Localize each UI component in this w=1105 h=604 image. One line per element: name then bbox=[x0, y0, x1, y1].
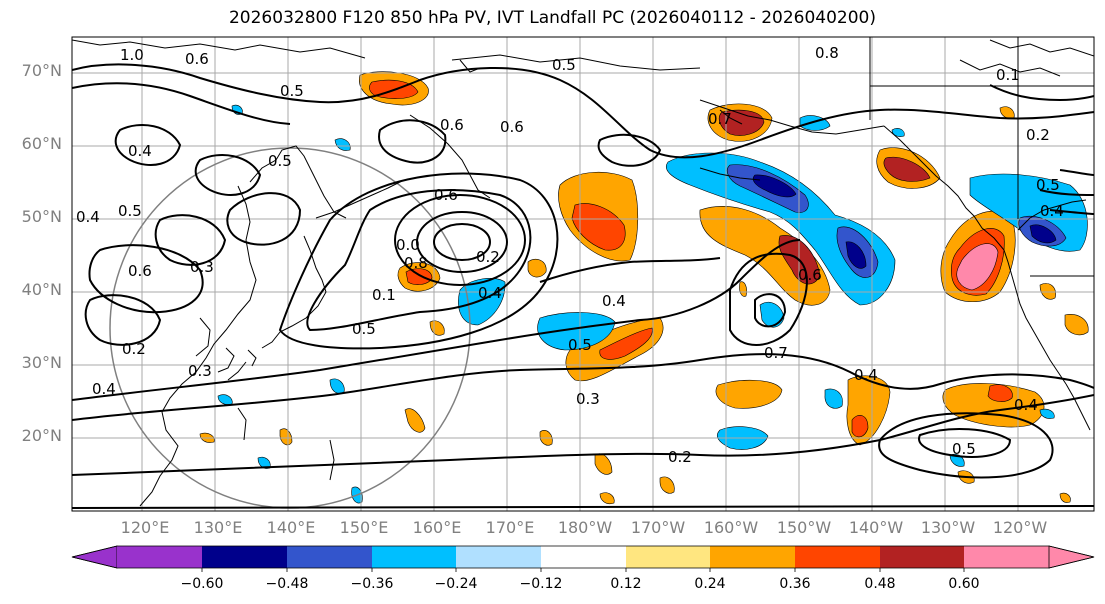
colorbar-tick-label: −0.36 bbox=[350, 576, 394, 592]
contour-label: 0.3 bbox=[576, 390, 600, 408]
contour-label: 0.8 bbox=[404, 254, 428, 272]
contour-label: 0.4 bbox=[1040, 202, 1064, 220]
lon-label: 150°E bbox=[339, 518, 389, 537]
contour-label: 0.5 bbox=[280, 82, 304, 100]
colorbar bbox=[71, 545, 1095, 572]
lon-label: 120°W bbox=[992, 518, 1048, 537]
lat-label: 70°N bbox=[21, 61, 62, 80]
contour-label: 0.2 bbox=[1026, 126, 1050, 144]
colorbar-tick-label: −0.48 bbox=[265, 576, 309, 592]
lat-label: 60°N bbox=[21, 134, 62, 153]
colorbar-tick-label: −0.60 bbox=[180, 576, 224, 592]
lon-label: 140°E bbox=[266, 518, 316, 537]
contour-label: 0.4 bbox=[602, 292, 626, 310]
contour-label: 0.7 bbox=[764, 344, 788, 362]
coastlines bbox=[72, 37, 1094, 507]
colorbar-over-arrow bbox=[1048, 545, 1095, 569]
contour-label: 0.3 bbox=[188, 362, 212, 380]
lat-label: 50°N bbox=[21, 207, 62, 226]
contour-label: 0.6 bbox=[128, 262, 152, 280]
colorbar-tick-label: −0.12 bbox=[519, 576, 563, 592]
lat-label: 40°N bbox=[21, 280, 62, 299]
contour-label: 0.0 bbox=[396, 236, 420, 254]
contour-label: 0.8 bbox=[815, 44, 839, 62]
lon-label: 160°W bbox=[703, 518, 759, 537]
colorbar-segment bbox=[880, 546, 964, 568]
contour-label: 0.4 bbox=[76, 208, 100, 226]
contour-label: 0.4 bbox=[1014, 396, 1038, 414]
map-frame bbox=[71, 36, 1095, 512]
contour-label: 0.5 bbox=[952, 440, 976, 458]
contour-label: 0.1 bbox=[996, 66, 1020, 84]
colorbar-segment bbox=[795, 546, 880, 568]
contour-label: 0.2 bbox=[476, 248, 500, 266]
map-title: 2026032800 F120 850 hPa PV, IVT Landfall… bbox=[228, 8, 876, 28]
colorbar-tick-label: 0.12 bbox=[610, 576, 642, 592]
contour-label: 0.6 bbox=[440, 116, 464, 134]
contour-label: 0.6 bbox=[434, 186, 458, 204]
contour-label: 0.5 bbox=[552, 56, 576, 74]
lon-label: 130°E bbox=[193, 518, 243, 537]
lon-label: 150°W bbox=[776, 518, 832, 537]
lon-label: 170°E bbox=[485, 518, 535, 537]
colorbar-segment bbox=[964, 546, 1049, 568]
contour-labels: 1.0 0.8 0.5 0.5 0.6 0.5 0.4 0.5 0.4 0.6 … bbox=[76, 44, 1064, 466]
lon-label: 180°W bbox=[557, 518, 613, 537]
colorbar-segment bbox=[541, 546, 626, 568]
lon-label: 130°W bbox=[920, 518, 976, 537]
lat-label: 30°N bbox=[21, 353, 62, 372]
pv-contours bbox=[72, 63, 1094, 509]
contour-label: 0.5 bbox=[352, 320, 376, 338]
map-background bbox=[72, 37, 1094, 511]
colorbar-segment bbox=[710, 546, 795, 568]
colorbar-outline bbox=[71, 545, 1095, 569]
contour-label: 0.4 bbox=[128, 142, 152, 160]
contour-label: 0.5 bbox=[268, 152, 292, 170]
contour-label: 0.1 bbox=[372, 286, 396, 304]
contour-label: 0.6 bbox=[500, 118, 524, 136]
contour-label: 0.4 bbox=[478, 284, 502, 302]
colorbar-tick-label: −0.24 bbox=[434, 576, 478, 592]
contour-label: 0.4 bbox=[92, 380, 116, 398]
lon-label: 120°E bbox=[120, 518, 170, 537]
contour-label: 0.5 bbox=[118, 202, 142, 220]
colorbar-segment bbox=[287, 546, 372, 568]
contour-label: 0.2 bbox=[668, 448, 692, 466]
colorbar-tick-label: 0.60 bbox=[948, 576, 980, 592]
contour-label: 0.7 bbox=[708, 110, 732, 128]
colorbar-tick-label: 0.24 bbox=[694, 576, 726, 592]
colorbar-segment bbox=[117, 546, 202, 568]
contour-label: 0.4 bbox=[854, 366, 878, 384]
colorbar-segment bbox=[456, 546, 541, 568]
colorbar-under-arrow bbox=[71, 545, 118, 569]
graticule bbox=[72, 37, 1094, 511]
contour-label: 0.6 bbox=[798, 266, 822, 284]
contour-label: 0.5 bbox=[1036, 176, 1060, 194]
contour-label: 0.5 bbox=[568, 336, 592, 354]
colorbar-segment bbox=[372, 546, 456, 568]
lon-label: 140°W bbox=[848, 518, 904, 537]
colorbar-segment bbox=[626, 546, 710, 568]
colorbar-tick-label: 0.36 bbox=[779, 576, 811, 592]
colorbar-segment bbox=[202, 546, 287, 568]
lat-label: 20°N bbox=[21, 426, 62, 445]
contour-label: 0.3 bbox=[190, 258, 214, 276]
contour-label: 0.6 bbox=[185, 50, 209, 68]
colorbar-tick-label: 0.48 bbox=[864, 576, 896, 592]
lon-label: 160°E bbox=[412, 518, 462, 537]
lon-label: 170°W bbox=[630, 518, 686, 537]
contour-label: 0.2 bbox=[122, 340, 146, 358]
contour-label: 1.0 bbox=[120, 46, 144, 64]
